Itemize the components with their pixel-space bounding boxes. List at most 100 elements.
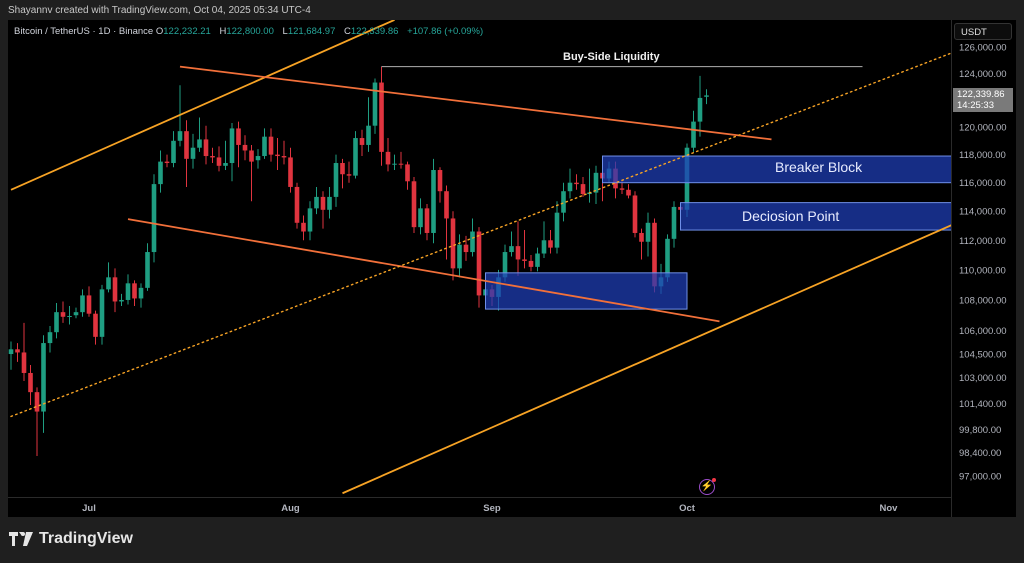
currency-button[interactable]: USDT: [954, 23, 1012, 40]
candle-up: [372, 78, 378, 134]
candle-down: [463, 235, 469, 261]
decision-point-label: Deciosion Point: [742, 208, 840, 224]
candle-body: [132, 283, 137, 299]
candle-down: [437, 167, 443, 203]
candle-body: [54, 312, 59, 333]
candle-body: [21, 352, 27, 373]
candle-body: [60, 312, 66, 317]
candle-body: [619, 188, 625, 190]
candle-up: [223, 140, 228, 171]
candle-down: [216, 146, 222, 172]
candle-down: [184, 120, 189, 187]
candle-body: [470, 231, 475, 253]
candle-up: [119, 293, 124, 307]
candle-body: [359, 138, 365, 145]
candle-up: [54, 303, 59, 339]
chart-panel[interactable]: [8, 20, 1016, 517]
time-tick-label: Sep: [483, 503, 501, 514]
candle-down: [132, 280, 137, 307]
candle-up: [171, 131, 176, 168]
candle-body: [73, 312, 79, 316]
candle-up: [314, 186, 319, 215]
candle-up: [431, 158, 436, 244]
candle-body: [665, 238, 670, 278]
candle-body: [457, 244, 462, 269]
candle-down: [28, 365, 33, 406]
candle-body: [515, 246, 521, 260]
candle-body: [314, 196, 319, 209]
candle-body: [190, 147, 196, 159]
candle-body: [379, 82, 384, 152]
candle-body: [151, 184, 157, 253]
symbol-legend[interactable]: Bitcoin / TetherUS · 1D · Binance O122,2…: [14, 26, 489, 37]
candle-body: [424, 208, 430, 233]
candle-body: [548, 240, 553, 248]
high-value: 122,800.00: [226, 26, 274, 37]
candle-body: [34, 392, 40, 412]
candle-body: [294, 186, 300, 223]
candle-body: [28, 372, 33, 393]
candle-body: [502, 252, 508, 278]
candle-up: [138, 283, 144, 308]
candle-down: [574, 174, 579, 190]
candle-body: [632, 195, 638, 233]
candle-up: [418, 198, 423, 235]
price-tick-label: 108,000.00: [959, 295, 1007, 306]
tradingview-logo: TradingView: [9, 530, 133, 548]
candle-body: [444, 191, 449, 219]
candle-body: [580, 184, 586, 195]
candle-body: [463, 244, 469, 253]
last-price-label: 122,339.86 14:25:33: [953, 88, 1013, 112]
candle-down: [203, 125, 209, 165]
high-label: H: [219, 26, 227, 37]
price-tick-label: 118,000.00: [959, 150, 1006, 161]
candle-up: [73, 307, 79, 319]
open-label: O: [155, 26, 164, 37]
candle-down: [580, 177, 586, 197]
open-value: 122,232.21: [163, 26, 211, 37]
candle-down: [639, 228, 644, 260]
candle-up: [67, 306, 72, 325]
candle-body: [593, 172, 599, 193]
candle-up: [366, 97, 371, 152]
candle-body: [691, 121, 696, 148]
buy-side-liquidity-label: Buy-Side Liquidity: [563, 51, 660, 63]
candle-up: [99, 284, 105, 345]
candle-body: [340, 163, 345, 175]
candle-body: [177, 131, 183, 141]
lightning-icon[interactable]: ⚡: [699, 478, 716, 495]
brand-name: TradingView: [39, 530, 133, 547]
candle-body: [346, 174, 352, 176]
candle-body: [327, 196, 332, 210]
time-axis[interactable]: [8, 497, 951, 518]
candle-body: [262, 136, 267, 157]
candle-body: [307, 208, 313, 232]
candle-body: [112, 277, 118, 302]
candle-up: [457, 234, 462, 278]
candle-down: [86, 286, 92, 317]
candle-down: [294, 182, 300, 229]
price-axis[interactable]: [951, 20, 1017, 517]
candle-down: [236, 121, 241, 168]
candle-body: [697, 97, 703, 122]
candle-up: [197, 117, 202, 152]
candle-down: [632, 191, 638, 238]
price-tick-label: 120,000.00: [959, 123, 1007, 134]
candle-up: [509, 231, 514, 257]
candle-down: [424, 204, 430, 241]
candle-down: [385, 138, 391, 172]
candle-body: [385, 151, 391, 165]
candle-body: [411, 181, 417, 228]
last-price-value: 122,339.86: [957, 89, 1005, 100]
trend-upper-line: [179, 65, 772, 141]
drawings-layer: [10, 20, 951, 495]
candle-down: [15, 343, 20, 362]
candle-up: [262, 128, 267, 159]
candle-body: [301, 222, 306, 232]
low-value: 121,684.97: [287, 26, 336, 37]
candle-down: [515, 221, 521, 276]
candle-body: [197, 139, 202, 148]
price-tick-label: 110,000.00: [959, 265, 1006, 276]
candle-down: [249, 144, 254, 202]
